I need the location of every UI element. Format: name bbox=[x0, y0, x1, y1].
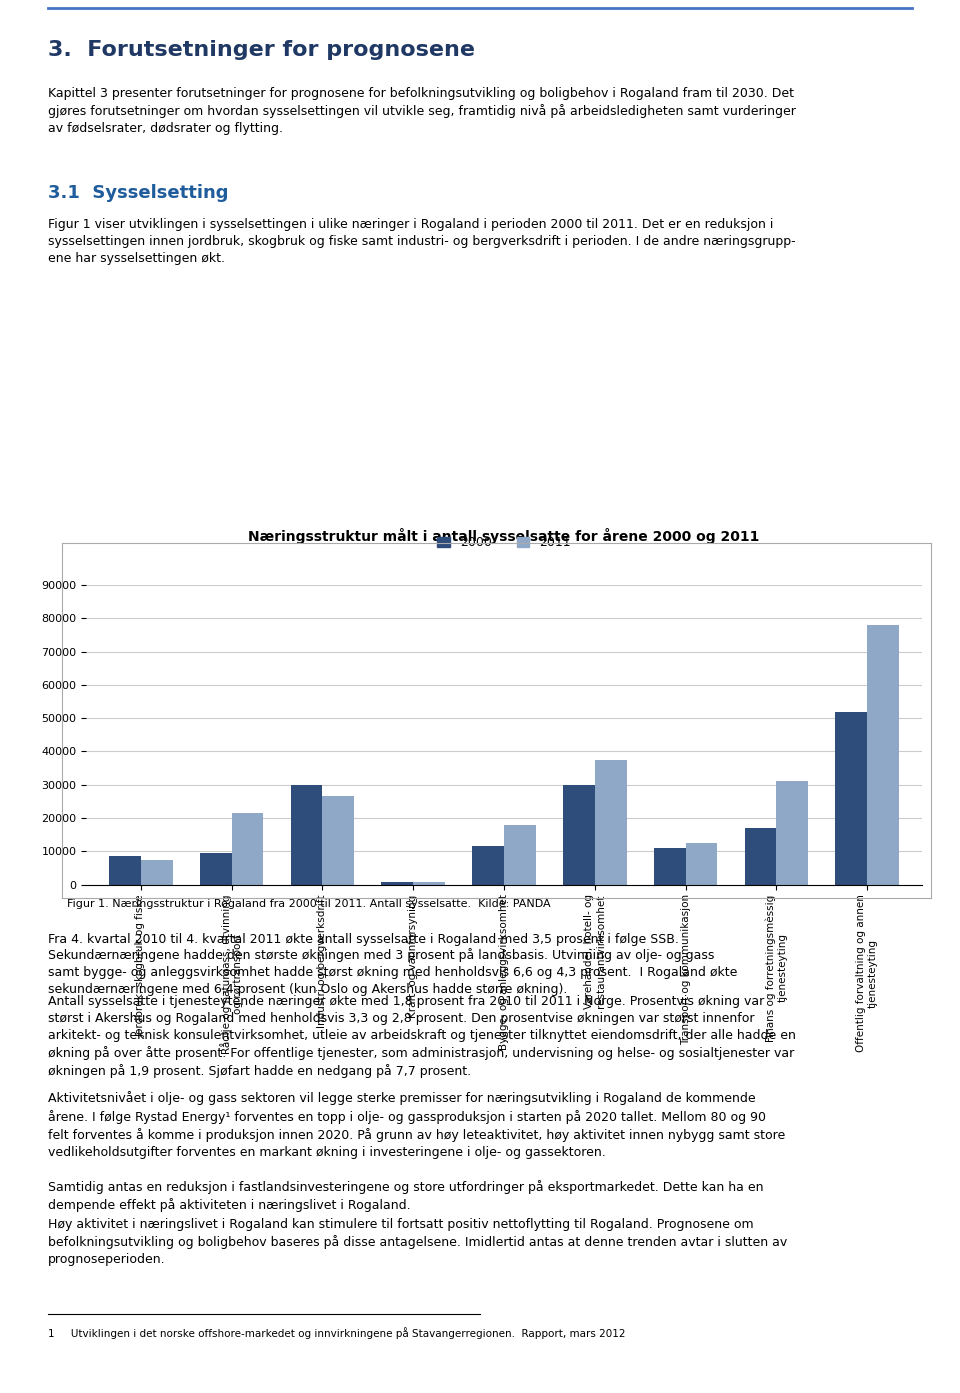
Bar bbox=[200, 853, 231, 885]
Text: Kapittel 3 presenter forutsetninger for prognosene for befolkningsutvikling og b: Kapittel 3 presenter forutsetninger for … bbox=[48, 86, 796, 135]
Bar bbox=[504, 825, 536, 885]
Bar bbox=[291, 784, 323, 885]
Text: Aktivitetsnivået i olje- og gass sektoren vil legge sterke premisser for nærings: Aktivitetsnivået i olje- og gass sektore… bbox=[48, 1092, 785, 1159]
Text: 1     Utviklingen i det norske offshore-markedet og innvirkningene på Stavangerr: 1 Utviklingen i det norske offshore-mark… bbox=[48, 1328, 626, 1339]
Bar bbox=[654, 848, 685, 885]
Text: Antall sysselsatte i tjenesteytende næringer økte med 1,8 prosent fra 2010 til 2: Antall sysselsatte i tjenesteytende næri… bbox=[48, 995, 796, 1078]
Bar bbox=[777, 781, 808, 885]
Text: Figur 1 viser utviklingen i sysselsettingen i ulike næringer i Rogaland i period: Figur 1 viser utviklingen i sysselsettin… bbox=[48, 217, 796, 265]
Text: Figur 1. Næringsstruktur i Rogaland fra 2000 til 2011. Antall sysselsatte.  Kild: Figur 1. Næringsstruktur i Rogaland fra … bbox=[67, 898, 551, 908]
Text: Høy aktivitet i næringslivet i Rogaland kan stimulere til fortsatt positiv netto: Høy aktivitet i næringslivet i Rogaland … bbox=[48, 1217, 787, 1266]
Legend: 2000, 2011: 2000, 2011 bbox=[432, 531, 576, 554]
Bar bbox=[413, 882, 445, 885]
Bar bbox=[472, 847, 504, 885]
Title: Næringsstruktur målt i antall sysselsatte for årene 2000 og 2011: Næringsstruktur målt i antall sysselsatt… bbox=[249, 528, 759, 543]
Bar bbox=[563, 784, 595, 885]
Text: 3.  Forutsetninger for prognosene: 3. Forutsetninger for prognosene bbox=[48, 40, 475, 60]
Bar bbox=[109, 857, 141, 885]
Bar bbox=[323, 797, 354, 885]
Bar bbox=[835, 712, 867, 885]
Text: Fra 4. kvartal 2010 til 4. kvartal 2011 økte antall sysselsatte i Rogaland med 3: Fra 4. kvartal 2010 til 4. kvartal 2011 … bbox=[48, 933, 679, 946]
Text: Sekundærnæringene hadde den største økningen med 3 prosent på landsbasis. Utvinn: Sekundærnæringene hadde den største økni… bbox=[48, 949, 737, 996]
Bar bbox=[595, 759, 627, 885]
Bar bbox=[685, 843, 717, 885]
Bar bbox=[141, 859, 173, 885]
Text: 3.1  Sysselsetting: 3.1 Sysselsetting bbox=[48, 184, 228, 202]
Text: Samtidig antas en reduksjon i fastlandsinvesteringene og store utfordringer på e: Samtidig antas en reduksjon i fastlandsi… bbox=[48, 1180, 763, 1212]
Bar bbox=[867, 625, 899, 885]
Bar bbox=[381, 882, 413, 885]
Bar bbox=[745, 827, 777, 885]
Bar bbox=[231, 814, 263, 885]
